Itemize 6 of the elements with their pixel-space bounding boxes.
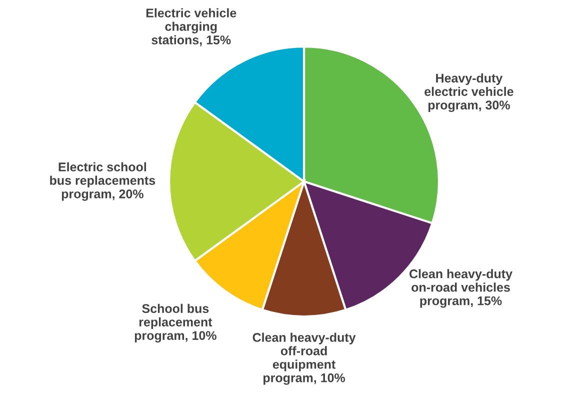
slice-label: Electric vehicle charging stations, 15% <box>146 8 236 46</box>
slice-label: Electric school bus replacements program, 20% <box>50 162 156 201</box>
slice-label: Heavy-duty electric vehicle program, 30% <box>424 73 514 112</box>
slice-label: School bus replacement program, 10% <box>134 304 216 342</box>
slice-label: Clean heavy-duty off-road equipment program, 10% <box>252 332 356 385</box>
slice-label: Clean heavy-duty on-road vehicles program, 15% <box>410 269 512 308</box>
